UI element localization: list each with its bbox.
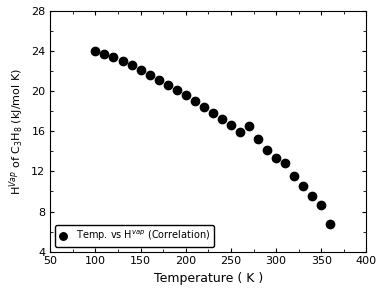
  Temp. vs H$^{vap}$ (Correlation) xyxy=(183,93,189,98)
  Temp. vs H$^{vap}$ (Correlation) xyxy=(300,184,306,189)
  Temp. vs H$^{vap}$ (Correlation) xyxy=(210,111,216,116)
  Temp. vs H$^{vap}$ (Correlation) xyxy=(137,68,144,72)
  Temp. vs H$^{vap}$ (Correlation) xyxy=(291,174,297,179)
  Temp. vs H$^{vap}$ (Correlation) xyxy=(318,202,324,207)
  Temp. vs H$^{vap}$ (Correlation) xyxy=(309,194,315,199)
  Temp. vs H$^{vap}$ (Correlation) xyxy=(219,117,225,121)
  Temp. vs H$^{vap}$ (Correlation) xyxy=(174,88,180,93)
Legend:   Temp. vs H$^{vap}$ (Correlation): Temp. vs H$^{vap}$ (Correlation) xyxy=(55,225,214,247)
  Temp. vs H$^{vap}$ (Correlation) xyxy=(110,55,116,59)
  Temp. vs H$^{vap}$ (Correlation) xyxy=(237,130,243,135)
  Temp. vs H$^{vap}$ (Correlation) xyxy=(201,105,207,110)
  Temp. vs H$^{vap}$ (Correlation) xyxy=(92,49,98,53)
  Temp. vs H$^{vap}$ (Correlation) xyxy=(156,78,162,82)
  Temp. vs H$^{vap}$ (Correlation) xyxy=(246,124,252,128)
  Temp. vs H$^{vap}$ (Correlation) xyxy=(192,99,198,104)
  Temp. vs H$^{vap}$ (Correlation) xyxy=(119,59,126,63)
  Temp. vs H$^{vap}$ (Correlation) xyxy=(101,52,108,56)
  Temp. vs H$^{vap}$ (Correlation) xyxy=(264,148,270,153)
  Temp. vs H$^{vap}$ (Correlation) xyxy=(255,137,261,142)
  Temp. vs H$^{vap}$ (Correlation) xyxy=(228,123,234,128)
  Temp. vs H$^{vap}$ (Correlation) xyxy=(147,73,153,77)
  Temp. vs H$^{vap}$ (Correlation) xyxy=(327,221,333,226)
  Temp. vs H$^{vap}$ (Correlation) xyxy=(165,83,171,88)
  Temp. vs H$^{vap}$ (Correlation) xyxy=(273,156,279,161)
Y-axis label: H$^{Vap}$ of C$_3$H$_8$ (kJ/mol K): H$^{Vap}$ of C$_3$H$_8$ (kJ/mol K) xyxy=(7,68,26,195)
X-axis label: Temperature ( K ): Temperature ( K ) xyxy=(154,272,263,285)
  Temp. vs H$^{vap}$ (Correlation) xyxy=(282,161,288,166)
  Temp. vs H$^{vap}$ (Correlation) xyxy=(129,63,135,67)
